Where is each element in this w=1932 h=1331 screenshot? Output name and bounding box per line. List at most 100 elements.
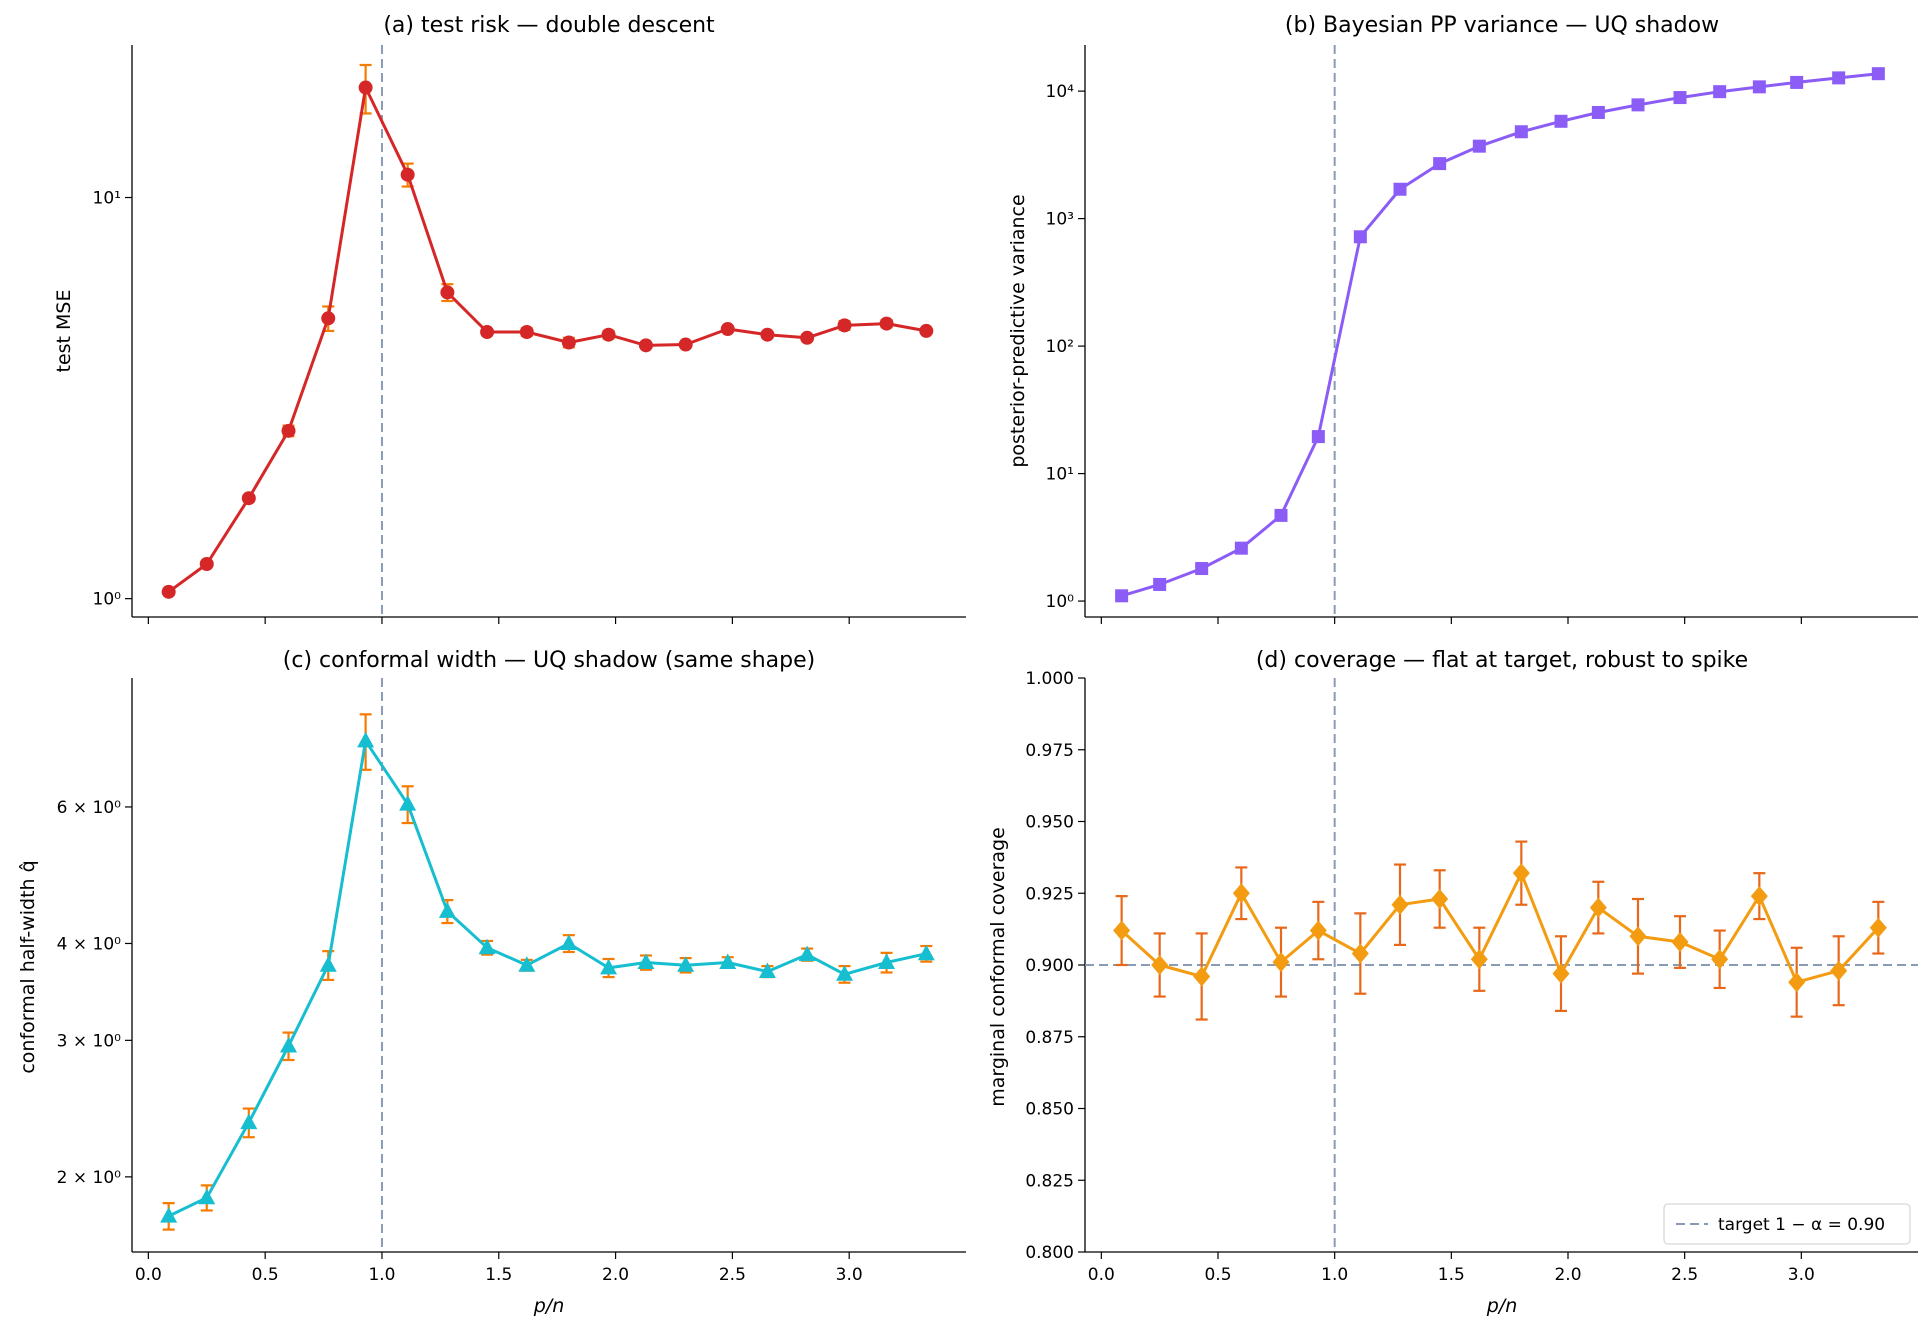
- panel-b-data-point: [1433, 157, 1447, 171]
- panel-d-data-point: [1431, 888, 1449, 909]
- panel-c-data-point: [319, 956, 337, 972]
- panel-b-ytick-label: 10⁰: [1046, 592, 1075, 612]
- panel-b-ytick-label: 10³: [1046, 210, 1074, 230]
- panel-c-data-point: [719, 953, 737, 970]
- panel-a-data-point: [837, 318, 852, 333]
- panel-c-data-point: [438, 902, 456, 918]
- panel-b-data-point: [1631, 98, 1645, 112]
- panel-c-xlabel: p/n: [533, 1295, 565, 1317]
- panel-d: (d) coverage — flat at target, robust to…: [987, 648, 1918, 1317]
- panel-a-ylabel: test MSE: [53, 290, 75, 373]
- panel-d-data-point: [1351, 943, 1369, 964]
- panel-b-data-point: [1752, 80, 1766, 94]
- panel-a-plot-area: 10⁰ 10¹: [93, 45, 966, 624]
- panel-d-xtick-label: 2.0: [1554, 1265, 1581, 1285]
- panel-d-data-point: [1830, 960, 1848, 981]
- panel-d-xtick-label: 0.0: [1088, 1265, 1115, 1285]
- panel-c-data-point: [160, 1207, 178, 1223]
- panel-c-ylabel: conformal half-width q̂: [17, 860, 39, 1073]
- panel-b-data-point: [1115, 589, 1129, 603]
- panel-b-data-point: [1472, 139, 1486, 153]
- panel-a-data-point: [480, 325, 495, 340]
- panel-a-data-point: [281, 423, 296, 438]
- panel-d-data-point: [1193, 966, 1211, 987]
- panel-d-data-point: [1589, 897, 1607, 918]
- panel-b-data-point: [1673, 91, 1687, 105]
- panel-b-data-point: [1554, 114, 1568, 128]
- panel-c-data-point: [280, 1037, 298, 1053]
- panel-a-data-point: [638, 338, 653, 353]
- panel-a-data-point: [519, 325, 534, 340]
- panel-d-data-point: [1711, 949, 1729, 970]
- panel-d-xtick-label: 1.0: [1321, 1265, 1348, 1285]
- panel-d-data-point: [1309, 920, 1327, 941]
- panel-a-data-point: [241, 491, 256, 506]
- panel-c-data-point: [357, 731, 375, 748]
- panel-a-data-point: [879, 316, 894, 331]
- panel-d-legend: target 1 − α = 0.90: [1663, 1203, 1911, 1245]
- panel-d-ytick-label: 0.825: [1025, 1171, 1074, 1191]
- panel-d-legend-label: target 1 − α = 0.90: [1718, 1215, 1885, 1235]
- panel-b-data-point: [1195, 562, 1209, 576]
- panel-a-ytick-label: 10⁰: [93, 590, 122, 610]
- panel-a-ytick-label: 10¹: [93, 189, 121, 209]
- panel-a-data-point: [400, 167, 415, 182]
- panel-d-ytick-label: 0.925: [1025, 884, 1074, 904]
- panel-b-data-point: [1274, 508, 1288, 522]
- panel-a: (a) test risk — double descent test MSE …: [53, 13, 966, 624]
- panel-a-data-point: [440, 285, 455, 300]
- panel-d-data-point: [1232, 883, 1250, 904]
- panel-b-data-point: [1153, 577, 1167, 591]
- panel-c-title: (c) conformal width — UQ shadow (same sh…: [283, 648, 815, 673]
- panel-d-data-point: [1391, 894, 1409, 915]
- panel-d-data-point: [1869, 917, 1887, 938]
- panel-c-xtick-label: 2.5: [719, 1265, 746, 1285]
- panel-b-data-point: [1790, 75, 1804, 89]
- panel-c-data-point: [600, 958, 618, 975]
- panel-a-data-point: [800, 330, 815, 345]
- panel-d-plot-area: 0.0 0.5 1.0 1.5 2.0 2.5 3.0 0.800 0.825 0.850 0.87…: [1025, 669, 1918, 1285]
- panel-d-data-point: [1512, 863, 1530, 884]
- panel-d-data-point: [1552, 963, 1570, 984]
- panel-d-xtick-label: 1.5: [1438, 1265, 1465, 1285]
- panel-c-xtick-label: 1.0: [368, 1265, 395, 1285]
- panel-d-data-point: [1272, 952, 1290, 973]
- panel-d-ytick-label: 0.950: [1025, 813, 1074, 833]
- panel-a-title: (a) test risk — double descent: [383, 13, 715, 38]
- panel-b-data-point: [1591, 105, 1605, 119]
- panel-c-data-point: [917, 944, 935, 961]
- panel-c-data-point: [798, 945, 816, 962]
- panel-d-ytick-label: 0.875: [1025, 1028, 1074, 1048]
- panel-d-data-point: [1470, 949, 1488, 970]
- panel-a-data-point: [720, 322, 735, 337]
- panel-c-ytick-label: 4 × 10⁰: [57, 934, 121, 954]
- panel-c-series-line: [168, 739, 927, 1218]
- panel-b-ytick-label: 10²: [1046, 337, 1074, 357]
- panel-a-data-point: [358, 80, 373, 95]
- panel-d-data-point: [1113, 920, 1131, 941]
- panel-c-ytick-label: 3 × 10⁰: [57, 1031, 121, 1051]
- panel-d-ytick-label: 1.000: [1025, 669, 1074, 689]
- panel-a-data-point: [321, 311, 336, 326]
- panel-b-series-line: [1121, 72, 1879, 598]
- panel-b-ytick-label: 10⁴: [1046, 82, 1075, 102]
- panel-c-data-point: [836, 965, 854, 981]
- panel-c-data-point: [478, 938, 496, 955]
- panel-b-plot-area: 10⁰ 10¹ 10² 10³ 10⁴: [1046, 45, 1918, 624]
- panel-a-data-point: [919, 323, 934, 338]
- panel-b-data-point: [1311, 430, 1325, 444]
- panel-c-xtick-label: 2.0: [602, 1265, 629, 1285]
- panel-d-ytick-label: 0.800: [1025, 1243, 1074, 1263]
- panel-c-data-point: [878, 953, 896, 970]
- panel-c-xtick-label: 1.5: [485, 1265, 512, 1285]
- panel-a-data-point: [601, 327, 616, 342]
- panel-d-title: (d) coverage — flat at target, robust to…: [1256, 648, 1748, 673]
- panel-d-data-point: [1671, 932, 1689, 953]
- panel-b-data-point: [1234, 541, 1248, 555]
- panel-a-data-point: [678, 337, 693, 352]
- panel-b-data-point: [1393, 182, 1407, 196]
- panel-d-data-point: [1788, 972, 1806, 993]
- panel-a-data-point: [760, 327, 775, 342]
